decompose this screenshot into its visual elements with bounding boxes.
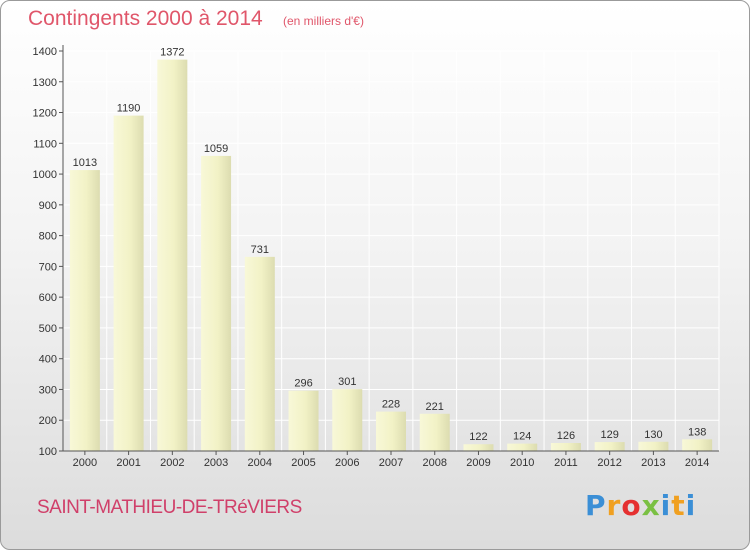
bar bbox=[288, 390, 319, 451]
y-tick-label: 600 bbox=[39, 292, 57, 304]
y-tick-label: 800 bbox=[39, 231, 57, 243]
logo-letter: x bbox=[641, 489, 661, 522]
x-tick-label: 2011 bbox=[554, 457, 578, 469]
x-tick-label: 2000 bbox=[73, 457, 97, 469]
bar bbox=[419, 413, 450, 451]
y-tick-label: 700 bbox=[39, 261, 57, 273]
bar-value-label: 130 bbox=[644, 429, 662, 441]
x-tick-label: 2001 bbox=[116, 457, 140, 469]
x-tick-label: 2013 bbox=[641, 457, 665, 469]
x-tick-label: 2007 bbox=[379, 457, 403, 469]
bar bbox=[463, 444, 494, 451]
y-tick-label: 200 bbox=[39, 415, 57, 427]
logo-letter: t bbox=[671, 489, 686, 522]
y-tick-label: 500 bbox=[39, 323, 57, 335]
x-tick-label: 2009 bbox=[466, 457, 490, 469]
chart-title: Contingents 2000 à 2014 bbox=[28, 7, 263, 30]
x-tick-label: 2012 bbox=[597, 457, 621, 469]
x-tick-label: 2010 bbox=[510, 457, 534, 469]
axes: 100 200 300 400 500 600 700 800 900 1000 1100 1200 1… bbox=[33, 45, 719, 469]
bar-value-label: 1059 bbox=[204, 143, 228, 155]
chart-subtitle: (en milliers d'€) bbox=[283, 14, 364, 28]
bar-value-label: 296 bbox=[294, 378, 312, 390]
proxiti-logo: Proxiti bbox=[585, 489, 696, 522]
bar-value-label: 1372 bbox=[160, 47, 184, 59]
logo-letter: r bbox=[606, 489, 622, 522]
bar bbox=[550, 443, 581, 451]
x-tick-label: 2006 bbox=[335, 457, 359, 469]
x-tick-label: 2005 bbox=[291, 457, 315, 469]
bar bbox=[201, 155, 232, 451]
logo-letter: i bbox=[660, 489, 672, 522]
y-tick-label: 1000 bbox=[33, 169, 57, 181]
logo-letter: o bbox=[621, 489, 642, 522]
bar-value-label: 1013 bbox=[73, 157, 97, 169]
bar-value-label: 122 bbox=[469, 431, 487, 443]
bar bbox=[157, 59, 188, 451]
x-tick-label: 2014 bbox=[685, 457, 709, 469]
x-tick-label: 2002 bbox=[160, 457, 184, 469]
bar bbox=[113, 115, 144, 451]
y-tick-label: 1100 bbox=[33, 138, 57, 150]
bar-value-label: 126 bbox=[557, 430, 575, 442]
bar-value-label: 138 bbox=[688, 426, 706, 438]
bar-value-label: 124 bbox=[513, 431, 531, 443]
x-tick-label: 2008 bbox=[422, 457, 446, 469]
y-tick-label: 100 bbox=[39, 446, 57, 458]
x-tick-label: 2004 bbox=[248, 457, 272, 469]
bar bbox=[638, 441, 669, 451]
x-tick-label: 2003 bbox=[204, 457, 228, 469]
bar bbox=[244, 256, 275, 451]
bar-value-label: 301 bbox=[338, 376, 356, 388]
y-tick-label: 1200 bbox=[33, 108, 57, 120]
bar bbox=[376, 411, 406, 451]
bar bbox=[69, 170, 100, 452]
y-tick-label: 900 bbox=[39, 200, 57, 212]
bar bbox=[682, 439, 713, 451]
bar bbox=[332, 389, 363, 451]
y-tick-label: 1300 bbox=[33, 77, 57, 89]
y-tick-label: 1400 bbox=[33, 46, 57, 58]
y-tick-label: 300 bbox=[39, 384, 57, 396]
bar bbox=[507, 443, 538, 451]
bars: 1013 1190 1372 1059 731 296 301 228 221 122 124 126… bbox=[69, 47, 713, 452]
bar-value-label: 1190 bbox=[117, 103, 141, 115]
bar-value-label: 221 bbox=[426, 401, 444, 413]
bar bbox=[594, 442, 625, 451]
bar-value-label: 731 bbox=[251, 244, 269, 256]
logo-letter: i bbox=[685, 489, 697, 522]
logo-letter: P bbox=[585, 489, 607, 522]
bar-value-label: 228 bbox=[382, 399, 400, 411]
bar-value-label: 129 bbox=[600, 429, 618, 441]
commune-name: SAINT-MATHIEU-DE-TRéVIERS bbox=[37, 497, 302, 518]
y-tick-label: 400 bbox=[39, 354, 57, 366]
